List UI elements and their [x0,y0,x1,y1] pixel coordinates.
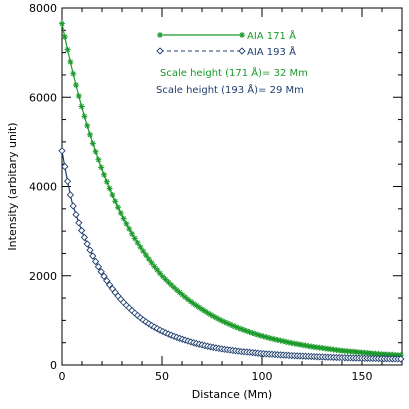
data-point-171 [137,244,144,251]
x-tick-label: 100 [252,370,273,383]
data-point-193 [397,355,405,363]
data-point-171 [78,103,85,110]
data-point-171 [61,33,68,40]
y-tick-label: 0 [50,359,57,372]
data-point-171 [151,263,158,270]
legend-marker-193-start [156,47,164,55]
data-point-171 [84,122,91,129]
y-axis-label: Intensity (arbitary unit) [6,122,19,250]
data-point-171 [255,331,261,338]
x-axis-label: Distance (Mm) [192,388,272,401]
data-point-171 [70,70,77,77]
data-point-193 [86,246,94,254]
x-tick-label: 50 [155,370,169,383]
series-171 [59,20,404,359]
data-point-171 [95,156,102,163]
y-tick-label: 8000 [29,2,57,15]
data-point-171 [126,225,133,232]
legend-label-193: AIA 193 Å [247,45,296,58]
data-point-193 [100,272,108,280]
legend-marker-171-end [239,32,245,38]
data-point-171 [106,185,113,192]
data-point-171 [103,178,110,185]
fit-line-193 [61,150,403,360]
data-point-193 [69,202,77,210]
data-point-171 [92,148,99,155]
data-point-171 [81,113,88,120]
data-point-193 [58,147,66,155]
data-point-171 [143,252,149,259]
data-point-171 [134,239,141,246]
x-tick-label: 0 [59,370,66,383]
data-point-171 [98,164,105,171]
data-point-193 [97,268,105,276]
data-point-193 [80,233,89,242]
y-tick-label: 2000 [29,270,57,283]
data-point-171 [123,220,130,227]
data-point-193 [63,177,72,185]
legend-label-171: AIA 171 Å [247,29,296,42]
annotation-scale-height-193: Scale height (193 Å)= 29 Mm [156,83,304,96]
data-point-171 [129,230,135,237]
data-point-171 [59,20,65,27]
data-point-193 [72,210,80,219]
data-point-193 [94,263,103,271]
data-point-193 [83,240,91,248]
data-point-171 [120,215,127,222]
data-point-193 [89,252,97,260]
x-tick-label: 150 [352,370,373,383]
data-point-193 [103,277,111,285]
legend-marker-171-start [157,32,163,38]
data-point-171 [109,191,116,198]
series-193 [58,147,405,363]
plot-frame [61,7,403,366]
data-point-193 [91,257,100,266]
data-point-193 [77,226,86,235]
data-point-193 [66,191,75,199]
data-point-193 [75,219,83,227]
data-point-171 [213,314,219,321]
data-point-171 [263,334,270,341]
data-point-171 [115,204,121,211]
data-point-171 [75,92,82,99]
data-point-171 [67,58,74,65]
data-point-171 [117,210,124,217]
data-point-193 [61,162,69,171]
data-point-171 [112,198,119,205]
data-point-171 [148,259,155,266]
y-tick-label: 4000 [29,181,57,194]
legend-marker-193-end [238,47,246,55]
annotation-scale-height-171: Scale height (171 Å)= 32 Mm [160,66,308,79]
data-point-171 [145,256,152,263]
data-point-171 [87,131,93,138]
data-point-171 [140,248,147,255]
data-point-171 [101,171,107,178]
data-point-171 [73,82,79,89]
data-point-171 [171,284,177,291]
data-point-193 [105,281,114,289]
data-point-171 [89,140,96,147]
data-point-171 [64,46,71,53]
data-point-171 [168,281,175,288]
data-point-171 [131,235,138,242]
y-tick-label: 6000 [29,91,57,104]
